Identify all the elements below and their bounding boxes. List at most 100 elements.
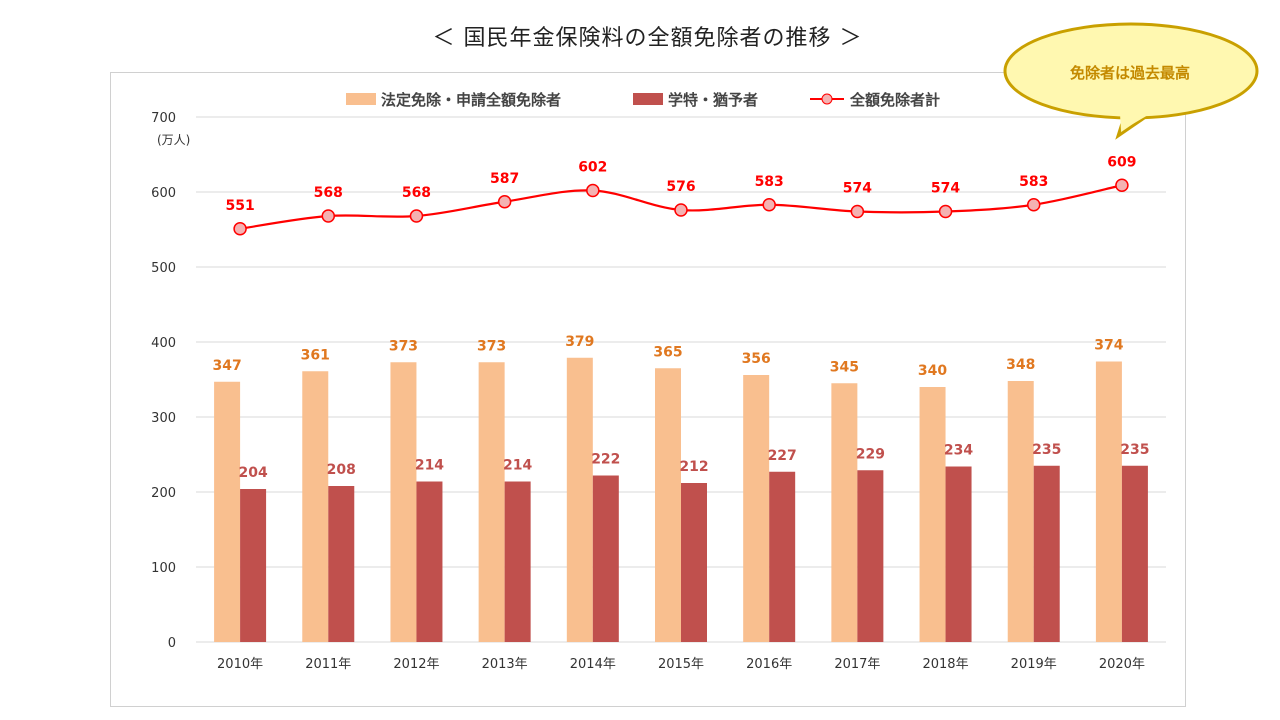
data-label-exempt: 356 [742, 351, 771, 367]
bar-exempt [743, 375, 770, 642]
callout-bubble [1003, 22, 1259, 140]
total-line [233, 178, 1129, 236]
legend-label-bar1: 法定免除・申請全額免除者 [381, 91, 561, 109]
x-tick-label: 2016年 [746, 657, 792, 672]
x-tick-label: 2010年 [217, 657, 263, 672]
total-marker [586, 183, 600, 198]
data-label-total: 576 [666, 179, 695, 195]
bar-deferral [769, 471, 796, 642]
data-label-total: 574 [843, 181, 872, 197]
y-tick-label: 100 [151, 561, 176, 576]
x-tick-label: 2012年 [393, 657, 439, 672]
bar-exempt [302, 371, 329, 642]
total-marker [850, 204, 865, 219]
callout-text: 免除者は過去最高 [1069, 64, 1190, 82]
data-label-exempt: 379 [565, 334, 594, 350]
y-axis-unit: (万人) [157, 133, 190, 147]
data-label-total: 568 [314, 185, 343, 201]
legend-label-bar2: 学特・猶予者 [668, 91, 758, 109]
bar-exempt [390, 362, 417, 642]
x-axis-ticks: 2010年 2011年 2012年 2013年 2014年 2015年 2016年 2017年… [217, 657, 1145, 672]
data-label-deferral: 212 [679, 459, 708, 475]
data-label-deferral: 229 [856, 446, 885, 462]
bars [214, 357, 1148, 642]
bar-exempt [566, 357, 593, 642]
bar-exempt [478, 362, 505, 642]
data-label-deferral: 204 [238, 465, 267, 481]
bar-deferral [240, 489, 267, 642]
data-label-total: 609 [1107, 154, 1136, 170]
legend-swatch-bar2 [633, 93, 663, 105]
data-label-total: 551 [225, 198, 254, 214]
y-tick-label: 200 [151, 486, 176, 501]
bar-deferral [416, 481, 443, 642]
y-tick-label: 400 [151, 336, 176, 351]
x-tick-label: 2017年 [834, 657, 880, 672]
y-tick-label: 600 [151, 186, 176, 201]
data-label-exempt: 361 [301, 347, 330, 363]
legend-label-line: 全額免除者計 [849, 91, 940, 109]
x-tick-label: 2020年 [1099, 657, 1145, 672]
data-label-total: 602 [578, 160, 607, 176]
total-marker [321, 209, 336, 223]
total-marker [1115, 178, 1129, 192]
data-label-exempt: 374 [1094, 338, 1123, 354]
bar-deferral [592, 475, 619, 642]
bar-deferral [857, 470, 884, 642]
y-tick-label: 0 [168, 636, 176, 651]
bar-exempt [831, 383, 858, 642]
data-label-exempt: 365 [653, 344, 682, 360]
bar-exempt [919, 387, 946, 642]
data-label-total: 583 [755, 174, 784, 190]
bar-exempt [655, 368, 681, 642]
data-label-total: 583 [1019, 174, 1048, 190]
total-marker [409, 209, 424, 223]
data-label-deferral: 214 [503, 458, 532, 474]
bar-deferral [328, 486, 355, 642]
page-title: ＜ 国民年金保険料の全額免除者の推移 ＞ [432, 26, 863, 51]
data-label-total: 587 [490, 171, 519, 187]
x-tick-label: 2013年 [482, 657, 528, 672]
y-tick-label: 500 [151, 261, 176, 276]
legend-swatch-marker [821, 93, 833, 105]
y-axis-ticks: 0 100 200 300 400 500 600 700 [151, 111, 176, 651]
legend: 法定免除・申請全額免除者 学特・猶予者 全額免除者計 [346, 91, 940, 109]
data-label-total: 568 [402, 185, 431, 201]
data-label-exempt: 345 [830, 359, 859, 375]
total-marker [674, 203, 688, 217]
bar-exempt [214, 381, 241, 642]
bar-exempt [1007, 381, 1034, 642]
data-labels: 347 204 361 208 373 214 373 214 379 222 365 212 356 2… [212, 154, 1149, 481]
total-marker [497, 195, 512, 209]
gridlines [196, 116, 1166, 643]
data-label-deferral: 227 [768, 448, 797, 464]
bar-deferral [681, 483, 707, 642]
x-tick-label: 2019年 [1011, 657, 1057, 672]
bar-deferral [504, 481, 531, 642]
total-marker [938, 204, 953, 219]
y-tick-label: 700 [151, 111, 176, 126]
bar-deferral [1033, 465, 1060, 642]
bar-deferral [1121, 465, 1148, 642]
x-tick-label: 2014年 [570, 657, 616, 672]
data-label-deferral: 208 [327, 462, 356, 478]
data-label-deferral: 234 [944, 443, 973, 459]
data-label-exempt: 340 [918, 363, 947, 379]
data-label-deferral: 235 [1032, 442, 1061, 458]
chart-frame [110, 72, 1186, 707]
bar-exempt [1095, 361, 1122, 642]
x-tick-label: 2018年 [922, 657, 968, 672]
data-label-exempt: 348 [1006, 357, 1035, 373]
data-label-exempt: 373 [477, 338, 506, 354]
data-label-total: 574 [931, 181, 960, 197]
x-tick-label: 2011年 [305, 657, 351, 672]
legend-swatch-bar1 [346, 93, 376, 105]
total-marker [233, 222, 247, 236]
bar-deferral [945, 466, 972, 642]
data-label-deferral: 235 [1120, 442, 1149, 458]
data-label-exempt: 373 [389, 338, 418, 354]
x-tick-label: 2015年 [658, 657, 704, 672]
y-tick-label: 300 [151, 411, 176, 426]
data-label-exempt: 347 [212, 358, 241, 374]
